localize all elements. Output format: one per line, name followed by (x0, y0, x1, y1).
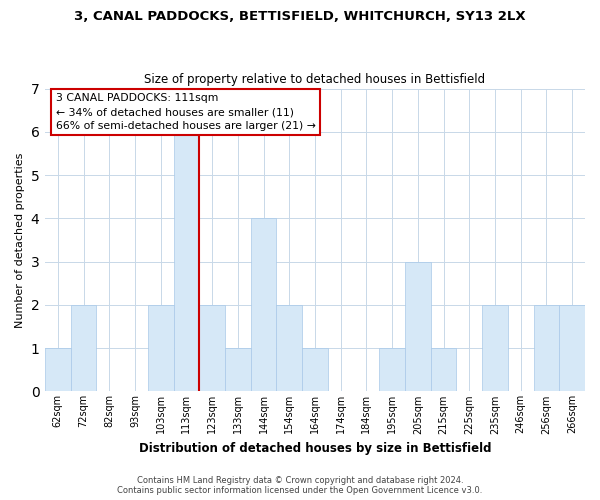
Bar (431, 348, 457, 392)
Bar (482, 305, 508, 392)
Title: Size of property relative to detached houses in Bettisfield: Size of property relative to detached ho… (145, 73, 485, 86)
Text: Contains HM Land Registry data © Crown copyright and database right 2024.
Contai: Contains HM Land Registry data © Crown c… (118, 476, 482, 495)
Bar (379, 348, 405, 392)
Y-axis label: Number of detached properties: Number of detached properties (15, 152, 25, 328)
Bar (199, 305, 225, 392)
Text: 3 CANAL PADDOCKS: 111sqm
← 34% of detached houses are smaller (11)
66% of semi-d: 3 CANAL PADDOCKS: 111sqm ← 34% of detach… (56, 93, 316, 131)
X-axis label: Distribution of detached houses by size in Bettisfield: Distribution of detached houses by size … (139, 442, 491, 455)
Bar (533, 305, 559, 392)
Bar (302, 348, 328, 392)
Text: 3, CANAL PADDOCKS, BETTISFIELD, WHITCHURCH, SY13 2LX: 3, CANAL PADDOCKS, BETTISFIELD, WHITCHUR… (74, 10, 526, 23)
Bar (173, 132, 199, 392)
Bar (45, 348, 71, 392)
Bar (225, 348, 251, 392)
Bar (405, 262, 431, 392)
Bar (277, 305, 302, 392)
Bar (559, 305, 585, 392)
Bar (71, 305, 97, 392)
Bar (251, 218, 277, 392)
Bar (148, 305, 173, 392)
